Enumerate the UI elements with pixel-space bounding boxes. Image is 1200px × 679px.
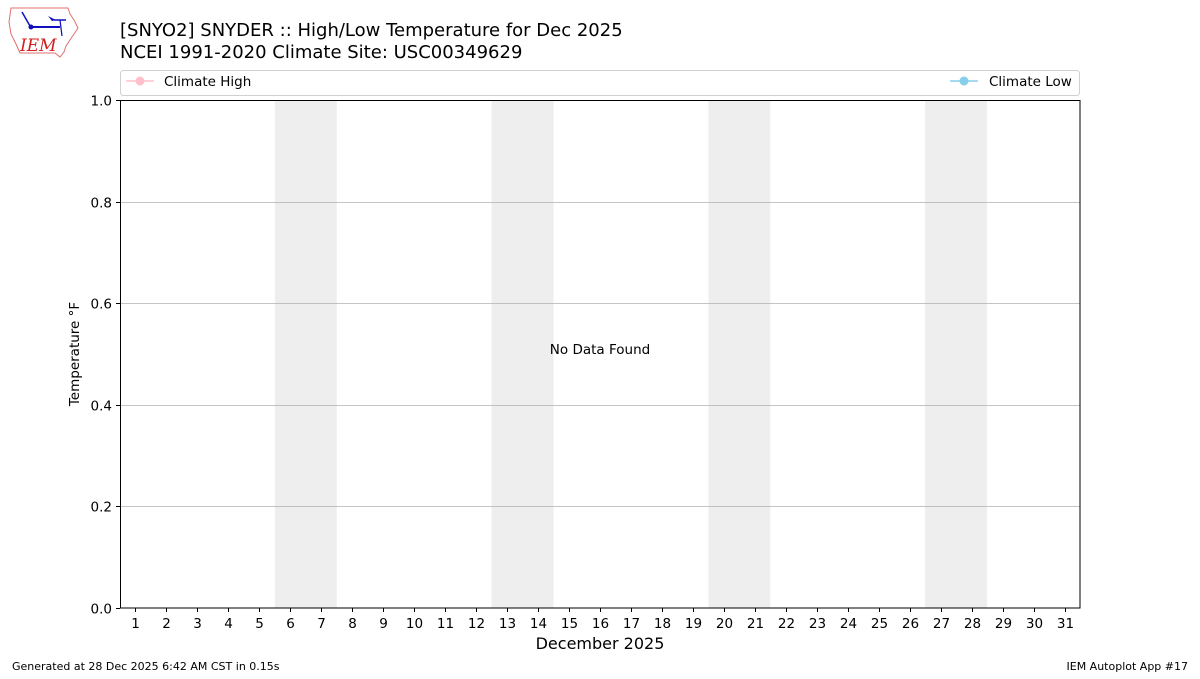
legend-low-label: Climate Low (989, 74, 1072, 90)
y-tick-label: 0.8 (91, 196, 112, 212)
x-tick-label: 11 (437, 616, 454, 632)
x-tick-label: 12 (468, 616, 485, 632)
x-axis: 1 2 3 4 5 6 7 8 9 10 11 12 13 14 15 16 17 18 19 20 21 22 23 24 2… (131, 608, 1074, 632)
chart-title: [SNYO2] SNYDER :: High/Low Temperature f… (120, 20, 623, 41)
x-tick-label: 19 (685, 616, 702, 632)
x-tick-label: 28 (964, 616, 981, 632)
y-tick-label: 0.6 (91, 297, 112, 313)
x-tick-label: 22 (778, 616, 795, 632)
logo-text: IEM (19, 36, 57, 56)
x-tick-label: 20 (716, 616, 733, 632)
no-data-annotation: No Data Found (550, 342, 650, 358)
y-tick-label: 0.2 (91, 500, 112, 516)
chart-subtitle: NCEI 1991-2020 Climate Site: USC00349629 (120, 42, 522, 63)
x-tick-label: 1 (131, 616, 140, 632)
legend-high-label: Climate High (164, 74, 251, 90)
iem-logo: IEM (8, 7, 79, 58)
x-tick-label: 23 (809, 616, 826, 632)
y-tick-label: 0.0 (91, 602, 112, 618)
x-tick-label: 17 (623, 616, 640, 632)
x-tick-label: 6 (286, 616, 295, 632)
x-tick-label: 26 (902, 616, 919, 632)
weekend-band (274, 100, 337, 608)
x-tick-label: 7 (317, 616, 326, 632)
x-tick-label: 9 (379, 616, 388, 632)
x-tick-label: 15 (561, 616, 578, 632)
weekend-band (925, 100, 988, 608)
x-tick-label: 5 (255, 616, 264, 632)
y-tick-label: 1.0 (91, 94, 112, 110)
footer-app: IEM Autoplot App #17 (1067, 660, 1189, 673)
weekend-band (491, 100, 554, 608)
weekend-shading (274, 100, 988, 608)
x-tick-label: 10 (406, 616, 423, 632)
x-tick-label: 2 (162, 616, 171, 632)
x-tick-label: 16 (592, 616, 609, 632)
x-tick-label: 25 (871, 616, 888, 632)
x-tick-label: 14 (530, 616, 547, 632)
x-tick-label: 18 (654, 616, 671, 632)
y-tick-label: 0.4 (91, 399, 112, 415)
legend-low-marker (959, 76, 969, 86)
footer-generated: Generated at 28 Dec 2025 6:42 AM CST in … (12, 660, 280, 673)
x-tick-label: 13 (499, 616, 516, 632)
x-axis-label: December 2025 (536, 634, 665, 653)
weekend-band (708, 100, 771, 608)
y-axis-label: Temperature °F (67, 302, 83, 407)
x-tick-label: 8 (348, 616, 357, 632)
x-tick-label: 27 (933, 616, 950, 632)
x-tick-label: 4 (224, 616, 233, 632)
gridlines (120, 202, 1080, 507)
x-tick-label: 29 (995, 616, 1012, 632)
x-tick-label: 24 (840, 616, 857, 632)
y-axis: 0.0 0.2 0.4 0.6 0.8 1.0 (91, 94, 120, 618)
legend: Climate High Climate Low (120, 70, 1080, 96)
x-tick-label: 21 (747, 616, 764, 632)
x-tick-label: 3 (193, 616, 202, 632)
legend-high-marker (135, 76, 145, 86)
x-tick-label: 30 (1026, 616, 1043, 632)
x-tick-label: 31 (1057, 616, 1074, 632)
